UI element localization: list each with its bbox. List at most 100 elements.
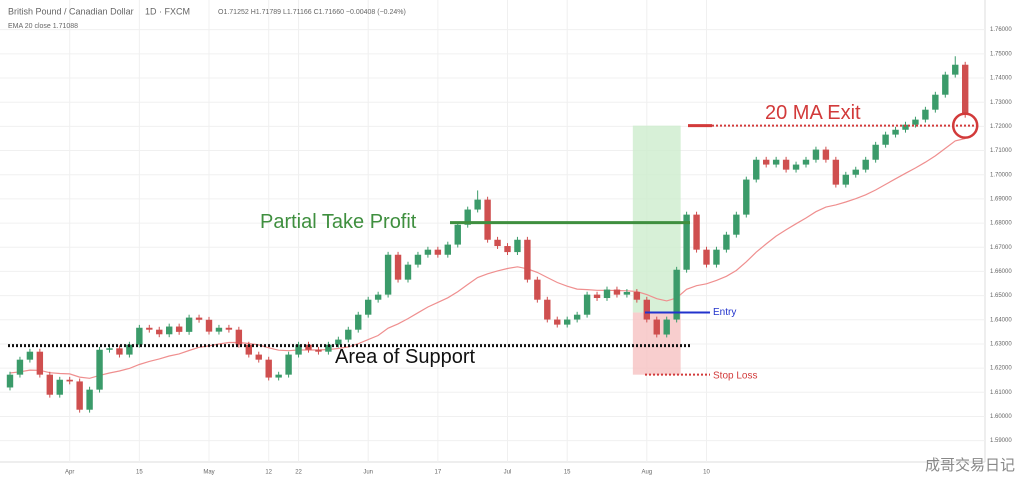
candle-body [763,159,770,165]
candle-body [842,174,849,185]
candle-body [76,381,83,410]
candle-body [703,249,710,265]
candle-body [792,164,800,170]
candle-body [772,159,780,165]
candle-body [862,159,869,170]
x-tick-label: Jul [504,470,512,476]
y-tick-label: 1.75000 [990,51,1012,57]
y-tick-label: 1.71000 [990,148,1012,154]
y-tick-label: 1.73000 [990,100,1012,106]
candle-body [275,374,282,378]
candle-body [185,317,193,332]
candle-body [514,239,521,253]
y-tick-label: 1.66000 [990,269,1012,275]
x-tick-label: Apr [65,470,74,476]
candle-body [384,254,392,295]
indicator-label: EMA 20 close 1.71088 [8,23,78,30]
candle-body [613,289,621,295]
candle-body [205,319,213,332]
candle-body [494,239,501,247]
y-tick-label: 1.72000 [990,124,1012,130]
candle-body [942,74,949,95]
candle-body [175,326,183,332]
x-tick-label: 15 [136,470,143,476]
candle-body [96,349,103,390]
y-tick-label: 1.65000 [990,293,1012,299]
candle-body [723,234,730,250]
candle-body [623,291,631,295]
y-tick-label: 1.62000 [990,366,1012,372]
candle-body [822,149,830,160]
candle-body [683,214,690,270]
candle-body [46,374,53,395]
candle-body [663,319,670,335]
candle-body [414,254,422,265]
candle-body [573,314,581,320]
candle-body [872,144,879,160]
candle-body [852,169,859,175]
candle-body [16,359,24,375]
candle-body [653,319,660,335]
candle-body [136,327,143,345]
entry-label: Entry [713,307,736,318]
candle-body [325,344,332,352]
candle-body [434,249,442,255]
symbol: British Pound / Canadian Dollar [8,6,134,16]
candle-body [524,239,531,280]
x-tick-label: May [203,470,214,476]
candle-body [753,159,760,180]
candle-body [454,224,461,245]
x-tick-label: 12 [265,470,272,476]
candle-body [892,129,899,135]
candle-body [633,291,641,300]
candle-body [6,374,14,388]
y-tick-label: 1.68000 [990,221,1012,227]
support-label: Area of Support [335,346,476,368]
candle-body [285,354,292,375]
candle-body [116,348,123,355]
candle-body [225,327,233,330]
exit-label: 20 MA Exit [765,102,861,124]
y-tick-label: 1.76000 [990,27,1012,33]
candle-body [166,326,173,335]
y-tick-label: 1.69000 [990,196,1012,202]
candle-body [235,329,243,345]
candle-body [404,264,412,280]
candle-body [66,379,73,382]
y-tick-label: 1.63000 [990,342,1012,348]
ema-line [9,137,966,379]
y-tick-label: 1.67000 [990,245,1012,251]
candle-body [583,294,591,315]
y-tick-label: 1.64000 [990,317,1012,323]
take-profit-label: Partial Take Profit [260,211,417,233]
interval: 1D · FXCM [145,6,190,16]
candle-body [126,344,133,355]
candle-body [713,249,720,265]
candle-body [912,119,919,125]
watermark: 成哥交易日记 [925,456,1015,474]
candle-body [534,279,541,300]
candle-body [146,327,153,330]
candle-body [902,124,909,130]
profit-zone [632,125,681,313]
x-tick-label: 22 [295,470,302,476]
candle-body [215,327,223,332]
candle-body [394,254,402,280]
candle-body [255,354,262,360]
candle-body [345,329,352,340]
y-tick-label: 1.60000 [990,414,1012,420]
candle-body [484,199,491,240]
y-tick-label: 1.59000 [990,438,1012,444]
candle-body [962,64,969,115]
candle-body [832,159,840,185]
candle-body [56,379,63,395]
candle-body [733,214,740,235]
candle-body [564,319,571,325]
candle-body [86,389,93,410]
candle-body [355,314,362,330]
candle-body [812,149,820,160]
candle-body [245,344,252,355]
y-tick-label: 1.70000 [990,172,1012,178]
candle-body [444,244,451,255]
